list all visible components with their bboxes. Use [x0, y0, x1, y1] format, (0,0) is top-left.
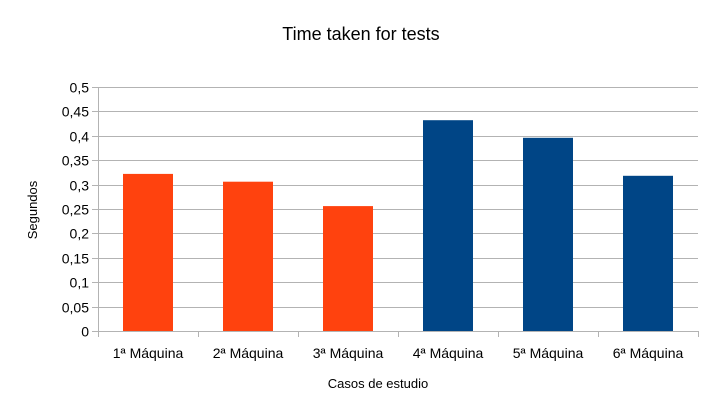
y-tick-label: 0,4	[70, 129, 90, 145]
y-axis-ticks: 0 0,05 0,1 0,15 0,2 0,25 0,3 0,35 0,4 0,45 0,5	[62, 80, 98, 340]
y-tick-label: 0,35	[62, 153, 89, 169]
x-tick-label: 5ª Máquina	[513, 345, 584, 361]
bar	[523, 137, 573, 331]
x-axis-ticks: 1ª Máquina 2ª Máquina 3ª Máquina 4ª Máquina…	[113, 331, 699, 361]
y-axis-title: Segundos	[25, 180, 40, 239]
y-tick-label: 0,15	[62, 251, 89, 267]
bars	[123, 120, 673, 331]
y-tick-label: 0,2	[70, 226, 90, 242]
x-tick-label: 1ª Máquina	[113, 345, 184, 361]
y-tick-label: 0,05	[62, 300, 89, 316]
y-tick-label: 0,5	[70, 80, 90, 96]
chart-title: Time taken for tests	[282, 24, 439, 44]
bar	[223, 181, 273, 331]
y-tick-label: 0,1	[70, 275, 90, 291]
y-tick-label: 0,25	[62, 202, 89, 218]
y-tick-label: 0	[81, 324, 89, 340]
x-tick-label: 2ª Máquina	[213, 345, 284, 361]
bar	[123, 173, 173, 331]
gridlines	[98, 87, 698, 337]
bar	[423, 120, 473, 331]
y-tick-label: 0,3	[70, 178, 90, 194]
x-tick-label: 4ª Máquina	[413, 345, 484, 361]
x-tick-label: 6ª Máquina	[613, 345, 684, 361]
x-axis-title: Casos de estudio	[328, 376, 428, 391]
bar	[623, 175, 673, 331]
x-tick-label: 3ª Máquina	[313, 345, 384, 361]
y-tick-label: 0,45	[62, 104, 89, 120]
bar	[323, 206, 373, 331]
